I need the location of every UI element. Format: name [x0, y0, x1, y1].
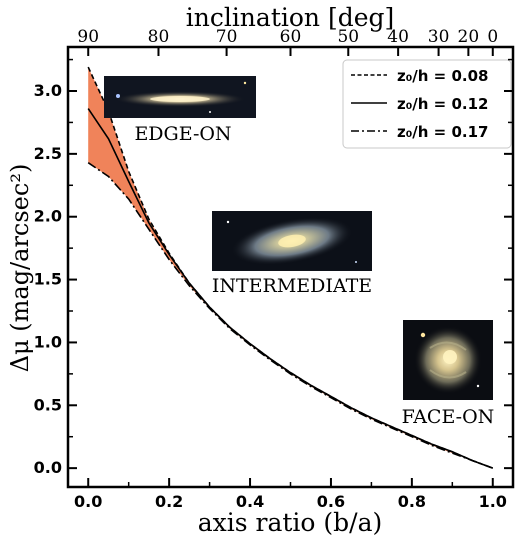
annotation-intermediate: INTERMEDIATE [212, 275, 372, 297]
y-tick-label: 2.0 [34, 207, 62, 226]
y-tick-label: 1.0 [34, 332, 62, 351]
y-tick-label: 0.5 [34, 395, 62, 414]
x-tick-label: 1.0 [479, 492, 507, 511]
top-tick-label: 30 [428, 27, 450, 47]
y-tick-label: 2.5 [34, 144, 62, 163]
top-tick-label: 80 [148, 27, 170, 47]
legend: z₀/h = 0.08 z₀/h = 0.12 z₀/h = 0.17 [342, 59, 512, 149]
top-tick-label: 40 [387, 27, 409, 47]
top-tick-label: 20 [458, 27, 480, 47]
annotation-edge-on: EDGE-ON [134, 123, 231, 145]
top-tick-label: 90 [77, 27, 99, 47]
y-tick-label: 1.5 [34, 270, 62, 289]
x-tick-label: 0.2 [155, 492, 183, 511]
y-tick-label: 3.0 [34, 81, 62, 100]
legend-label-1: z₀/h = 0.12 [397, 95, 488, 113]
legend-label-2: z₀/h = 0.17 [397, 123, 488, 141]
top-tick-label: 70 [216, 27, 238, 47]
x-tick-label: 0.0 [74, 492, 102, 511]
series-line-0 [87, 66, 494, 469]
x-tick-label: 0.6 [317, 492, 345, 511]
intermediate-galaxy-image [212, 211, 372, 271]
y-tick-label: 0.0 [34, 458, 62, 477]
edge-on-galaxy-image [104, 76, 256, 118]
x-tick-label: 0.4 [236, 492, 264, 511]
series-line-2 [87, 162, 494, 469]
x-tick-label: 0.8 [398, 492, 426, 511]
face-on-galaxy-image [403, 320, 493, 400]
y-axis-label: Δμ (mag/arcsec²) [6, 164, 34, 373]
top-tick-label: 0 [487, 27, 498, 47]
annotation-face-on: FACE-ON [402, 406, 495, 428]
legend-label-0: z₀/h = 0.08 [397, 67, 488, 85]
top-tick-label: 50 [337, 27, 359, 47]
top-tick-label: 60 [280, 27, 302, 47]
top-axis-label: inclination [deg] [186, 3, 395, 32]
x-axis-label: axis ratio (b/a) [198, 508, 383, 537]
series-line-1 [87, 108, 494, 469]
